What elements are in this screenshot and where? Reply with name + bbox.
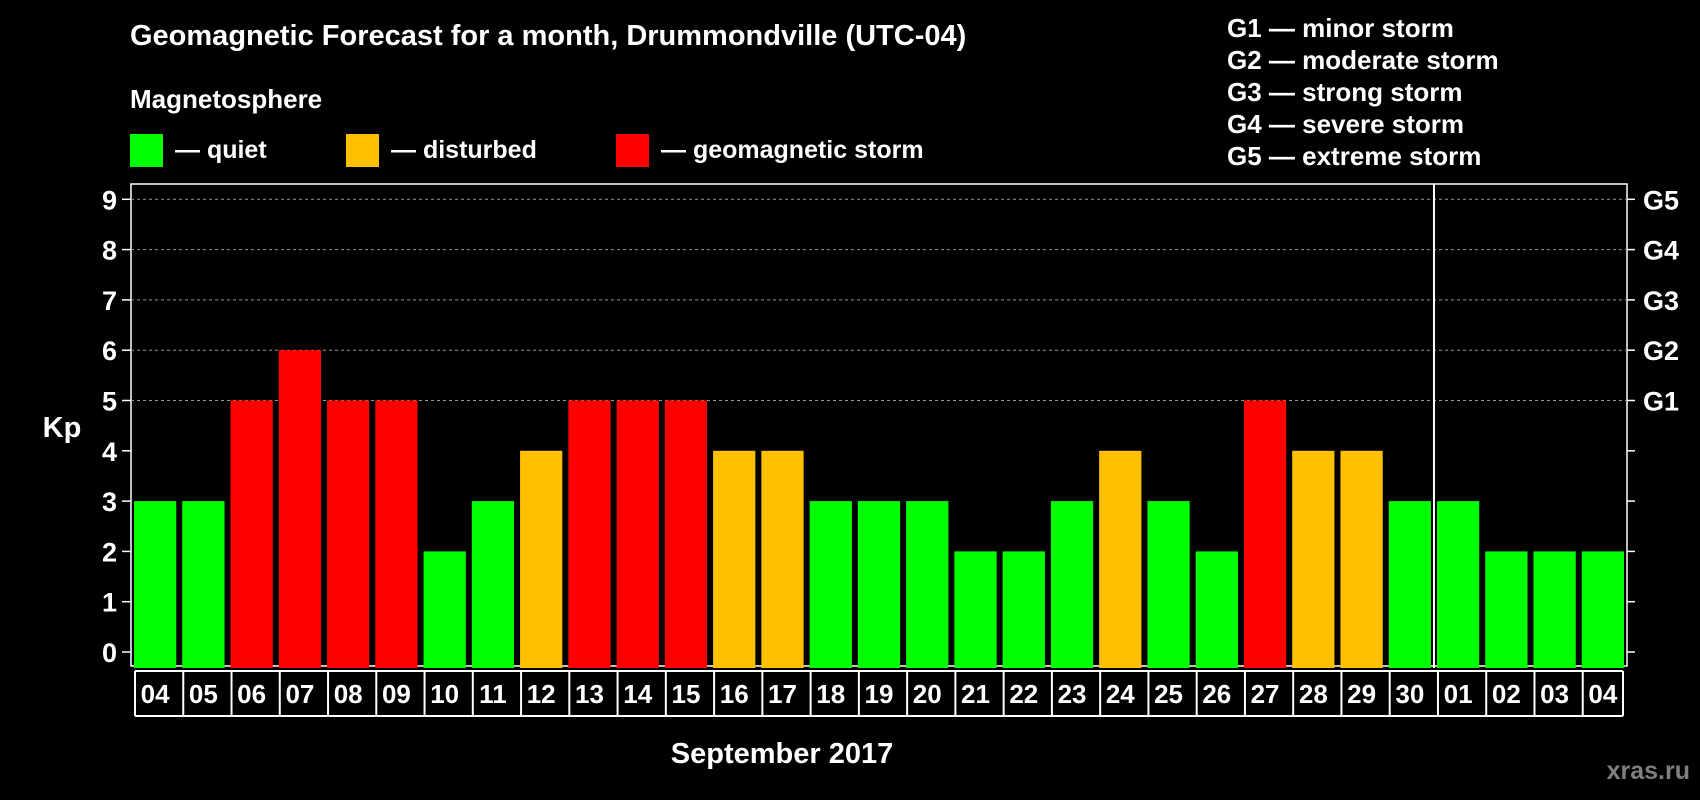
bar-9 bbox=[520, 450, 563, 668]
x-tick-label-20: 23 bbox=[1058, 679, 1087, 709]
bar-21 bbox=[1099, 450, 1142, 668]
x-tick-label-24: 27 bbox=[1251, 679, 1280, 709]
y-tick-label-7: 7 bbox=[102, 286, 117, 316]
x-tick-label-17: 20 bbox=[913, 679, 942, 709]
x-tick-label-13: 16 bbox=[720, 679, 749, 709]
y-tick-label-4: 4 bbox=[102, 437, 117, 467]
bar-7 bbox=[423, 551, 466, 668]
storm-scale-g3: G3 — strong storm bbox=[1227, 77, 1463, 107]
y-axis-label: Kp bbox=[43, 412, 82, 444]
storm-scale-g5: G5 — extreme storm bbox=[1227, 141, 1482, 171]
bar-10 bbox=[568, 400, 611, 668]
x-tick-label-31: 04 bbox=[1588, 679, 1617, 709]
bar-27 bbox=[1388, 501, 1431, 668]
x-tick-label-7: 10 bbox=[430, 679, 459, 709]
bar-26 bbox=[1340, 450, 1383, 668]
x-tick-label-25: 28 bbox=[1299, 679, 1328, 709]
bar-2 bbox=[182, 501, 225, 668]
x-tick-label-1: 04 bbox=[141, 679, 170, 709]
y-tick-label-0: 0 bbox=[102, 638, 117, 668]
bar-30 bbox=[1533, 551, 1576, 668]
x-tick-label-19: 22 bbox=[1009, 679, 1038, 709]
bar-8 bbox=[471, 501, 515, 668]
bar-4 bbox=[278, 350, 322, 668]
x-tick-label-16: 19 bbox=[865, 679, 894, 709]
bar-23 bbox=[1195, 551, 1238, 668]
magnetosphere-label: Magnetosphere bbox=[130, 84, 323, 114]
x-tick-label-21: 24 bbox=[1106, 679, 1135, 709]
bar-25 bbox=[1292, 450, 1335, 668]
x-tick-label-3: 06 bbox=[237, 679, 266, 709]
legend-label-storm: — geomagnetic storm bbox=[661, 135, 924, 164]
y-tick-label-9: 9 bbox=[102, 185, 117, 215]
y-tick-label-5: 5 bbox=[102, 387, 117, 417]
x-tick-label-27: 30 bbox=[1395, 679, 1424, 709]
legend-label-disturbed: — disturbed bbox=[391, 135, 537, 164]
storm-scale-g4: G4 — severe storm bbox=[1227, 109, 1465, 139]
x-axis-label: September 2017 bbox=[671, 738, 893, 770]
g-scale-label-g2: G2 bbox=[1643, 336, 1679, 366]
x-tick-label-9: 12 bbox=[527, 679, 556, 709]
x-tick-label-15: 18 bbox=[816, 679, 845, 709]
y-tick-label-8: 8 bbox=[102, 236, 117, 266]
bar-12 bbox=[664, 400, 708, 668]
x-tick-label-18: 21 bbox=[961, 679, 990, 709]
storm-swatch bbox=[616, 133, 649, 167]
disturbed-swatch bbox=[346, 133, 379, 167]
bar-5 bbox=[327, 400, 370, 668]
x-tick-label-22: 25 bbox=[1154, 679, 1183, 709]
x-tick-label-26: 29 bbox=[1347, 679, 1376, 709]
bar-15 bbox=[809, 501, 852, 668]
x-tick-label-28: 01 bbox=[1444, 679, 1473, 709]
watermark: xras.ru bbox=[1606, 757, 1690, 785]
x-tick-label-2: 05 bbox=[189, 679, 218, 709]
x-tick-label-12: 15 bbox=[672, 679, 701, 709]
x-tick-label-14: 17 bbox=[768, 679, 797, 709]
g-scale-label-g5: G5 bbox=[1643, 185, 1679, 215]
bar-14 bbox=[761, 450, 804, 668]
storm-scale-legend: G1 — minor storm G2 — moderate storm G3 … bbox=[1227, 12, 1499, 172]
chart-title: Geomagnetic Forecast for a month, Drummo… bbox=[130, 20, 967, 52]
bar-6 bbox=[375, 400, 418, 668]
bar-31 bbox=[1581, 551, 1624, 668]
bar-11 bbox=[616, 400, 659, 668]
bar-17 bbox=[906, 501, 949, 668]
x-tick-label-10: 13 bbox=[575, 679, 604, 709]
legend-item-quiet: — quiet bbox=[130, 132, 267, 168]
quiet-swatch bbox=[130, 133, 163, 167]
storm-scale-g2: G2 — moderate storm bbox=[1227, 45, 1499, 75]
bar-1 bbox=[134, 501, 177, 668]
g-scale-label-g3: G3 bbox=[1643, 286, 1679, 316]
storm-scale-g1: G1 — minor storm bbox=[1227, 13, 1454, 43]
legend-label-quiet: — quiet bbox=[175, 135, 267, 164]
bar-16 bbox=[857, 501, 901, 668]
x-tick-label-29: 02 bbox=[1492, 679, 1521, 709]
legend-item-disturbed: — disturbed bbox=[346, 132, 537, 168]
g-scale-label-g1: G1 bbox=[1643, 387, 1679, 417]
bar-3 bbox=[230, 400, 273, 668]
y-tick-label-6: 6 bbox=[102, 336, 117, 366]
x-tick-label-5: 08 bbox=[334, 679, 363, 709]
g-scale-label-g4: G4 bbox=[1643, 236, 1679, 266]
bar-24 bbox=[1243, 400, 1287, 668]
x-tick-label-23: 26 bbox=[1202, 679, 1231, 709]
y-tick-label-2: 2 bbox=[102, 537, 117, 567]
x-tick-label-4: 07 bbox=[285, 679, 314, 709]
x-tick-label-6: 09 bbox=[382, 679, 411, 709]
x-tick-label-8: 11 bbox=[479, 679, 507, 709]
y-tick-label-3: 3 bbox=[102, 487, 117, 517]
bar-13 bbox=[713, 450, 756, 668]
y-tick-label-1: 1 bbox=[102, 588, 117, 618]
bar-19 bbox=[1002, 551, 1045, 668]
bar-20 bbox=[1050, 501, 1094, 668]
x-tick-label-30: 03 bbox=[1540, 679, 1569, 709]
bar-29 bbox=[1485, 551, 1528, 668]
legend-item-storm: — geomagnetic storm bbox=[616, 132, 924, 168]
bar-22 bbox=[1147, 501, 1190, 668]
x-tick-label-11: 14 bbox=[623, 679, 652, 709]
bar-28 bbox=[1436, 501, 1480, 668]
bar-18 bbox=[954, 551, 997, 668]
